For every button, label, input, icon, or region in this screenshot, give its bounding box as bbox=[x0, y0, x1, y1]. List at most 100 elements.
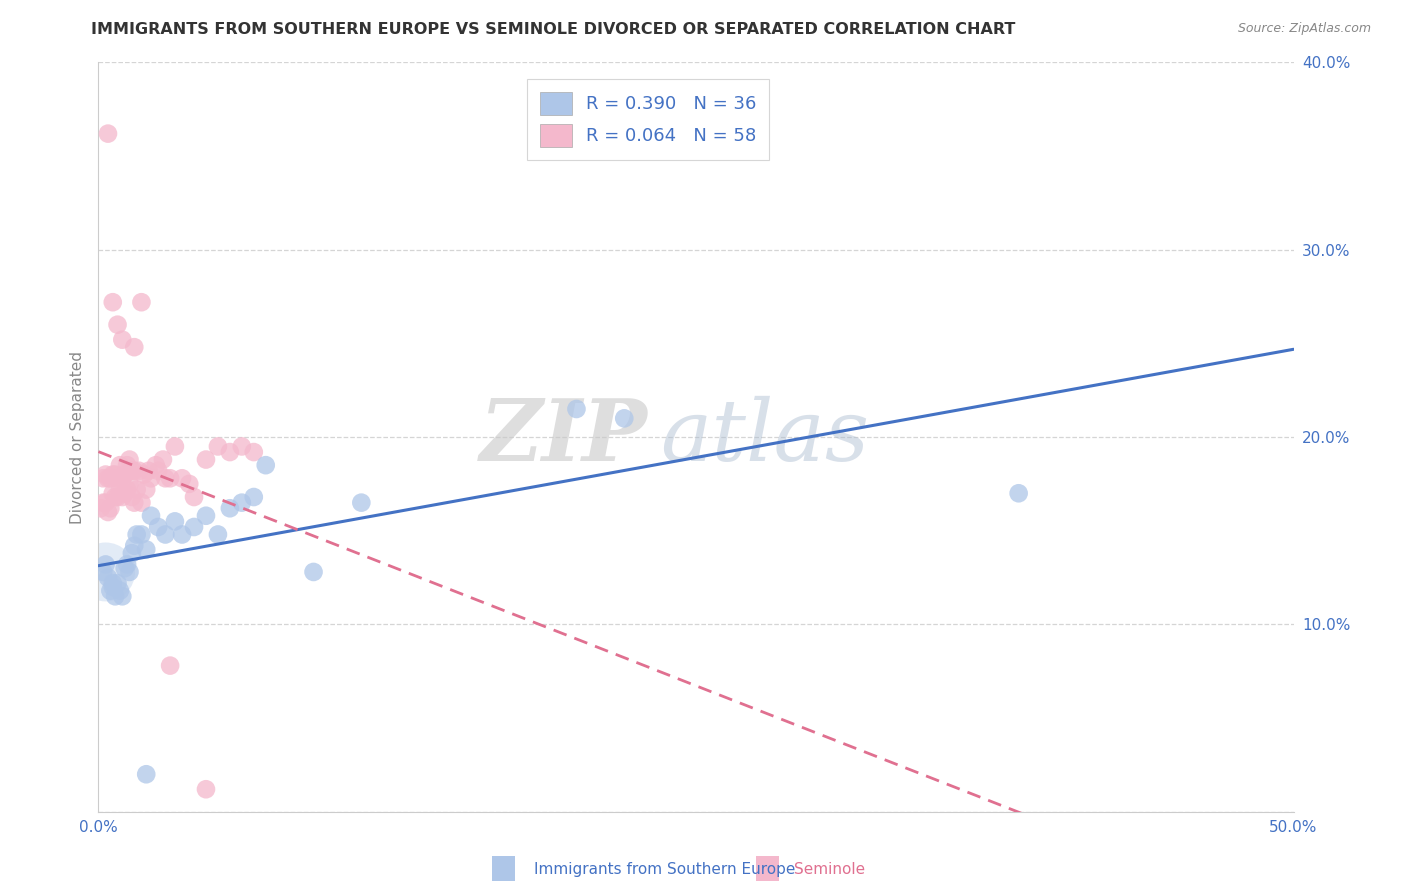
Point bbox=[107, 576, 129, 591]
Point bbox=[195, 782, 218, 797]
Point bbox=[98, 583, 122, 598]
Point bbox=[219, 501, 242, 516]
Point bbox=[108, 458, 131, 473]
Point bbox=[97, 127, 120, 141]
Point bbox=[172, 527, 194, 541]
Point bbox=[104, 490, 127, 504]
Text: Source: ZipAtlas.com: Source: ZipAtlas.com bbox=[1237, 22, 1371, 36]
Point bbox=[111, 471, 134, 485]
Point bbox=[254, 458, 277, 473]
Point bbox=[183, 490, 205, 504]
Point bbox=[118, 565, 141, 579]
Point bbox=[114, 561, 136, 575]
Point bbox=[124, 464, 146, 478]
Point bbox=[155, 527, 177, 541]
Point bbox=[94, 558, 117, 572]
Point bbox=[231, 440, 253, 453]
Point bbox=[138, 464, 160, 478]
Point bbox=[128, 464, 150, 478]
Point bbox=[101, 295, 124, 310]
Point bbox=[243, 445, 266, 459]
Point bbox=[243, 490, 266, 504]
Point bbox=[121, 546, 143, 560]
Point bbox=[124, 496, 146, 510]
Point bbox=[219, 445, 242, 459]
Point bbox=[107, 318, 129, 332]
Y-axis label: Divorced or Separated: Divorced or Separated bbox=[69, 351, 84, 524]
Text: Seminole: Seminole bbox=[794, 863, 866, 877]
Point bbox=[115, 558, 138, 572]
Point bbox=[108, 583, 131, 598]
Point bbox=[231, 496, 253, 510]
Point bbox=[132, 467, 155, 482]
Point bbox=[121, 464, 143, 478]
Point bbox=[97, 505, 120, 519]
Point bbox=[97, 471, 120, 485]
Text: ZIP: ZIP bbox=[481, 395, 648, 479]
Point bbox=[145, 458, 167, 473]
Text: Immigrants from Southern Europe: Immigrants from Southern Europe bbox=[534, 863, 796, 877]
Point bbox=[195, 508, 218, 523]
Point bbox=[111, 490, 134, 504]
Point bbox=[163, 514, 186, 528]
Point bbox=[115, 458, 138, 473]
Point bbox=[94, 467, 117, 482]
Point bbox=[135, 542, 157, 557]
Point bbox=[139, 471, 162, 485]
Point bbox=[159, 658, 181, 673]
Point bbox=[121, 490, 143, 504]
Point bbox=[114, 486, 136, 500]
Point bbox=[97, 571, 120, 585]
Point bbox=[118, 476, 141, 491]
Point bbox=[183, 520, 205, 534]
Point bbox=[90, 501, 112, 516]
Point bbox=[98, 471, 122, 485]
Point bbox=[91, 496, 114, 510]
Point bbox=[111, 333, 134, 347]
Point bbox=[139, 508, 162, 523]
Point bbox=[148, 464, 170, 478]
Point bbox=[98, 501, 122, 516]
Point bbox=[350, 496, 373, 510]
Point bbox=[125, 527, 148, 541]
Point bbox=[104, 590, 127, 604]
Point bbox=[207, 440, 229, 453]
Point bbox=[124, 539, 146, 553]
Point bbox=[101, 467, 124, 482]
Point bbox=[101, 580, 124, 594]
Point bbox=[565, 401, 588, 416]
Point bbox=[111, 590, 134, 604]
Point bbox=[118, 452, 141, 467]
Point bbox=[195, 452, 218, 467]
Text: IMMIGRANTS FROM SOUTHERN EUROPE VS SEMINOLE DIVORCED OR SEPARATED CORRELATION CH: IMMIGRANTS FROM SOUTHERN EUROPE VS SEMIN… bbox=[91, 22, 1015, 37]
Point bbox=[104, 467, 127, 482]
Point bbox=[125, 483, 148, 497]
Point bbox=[114, 467, 136, 482]
Point bbox=[135, 767, 157, 781]
Point bbox=[101, 576, 124, 591]
Point bbox=[107, 490, 129, 504]
Point bbox=[115, 483, 138, 497]
Point bbox=[131, 295, 153, 310]
Point bbox=[108, 483, 131, 497]
Point bbox=[101, 486, 124, 500]
Legend: R = 0.390   N = 36, R = 0.064   N = 58: R = 0.390 N = 36, R = 0.064 N = 58 bbox=[527, 79, 769, 160]
Point bbox=[94, 565, 117, 579]
Point bbox=[148, 520, 170, 534]
Point bbox=[91, 565, 114, 579]
Point bbox=[91, 471, 114, 485]
Point bbox=[131, 496, 153, 510]
Point bbox=[155, 471, 177, 485]
Point bbox=[172, 471, 194, 485]
Point bbox=[131, 527, 153, 541]
Point bbox=[207, 527, 229, 541]
Point bbox=[159, 471, 181, 485]
Point bbox=[302, 565, 325, 579]
Point bbox=[107, 471, 129, 485]
Point bbox=[152, 452, 174, 467]
Point bbox=[135, 483, 157, 497]
Text: atlas: atlas bbox=[661, 396, 869, 478]
Point bbox=[179, 476, 201, 491]
Point bbox=[94, 496, 117, 510]
Point bbox=[163, 440, 186, 453]
